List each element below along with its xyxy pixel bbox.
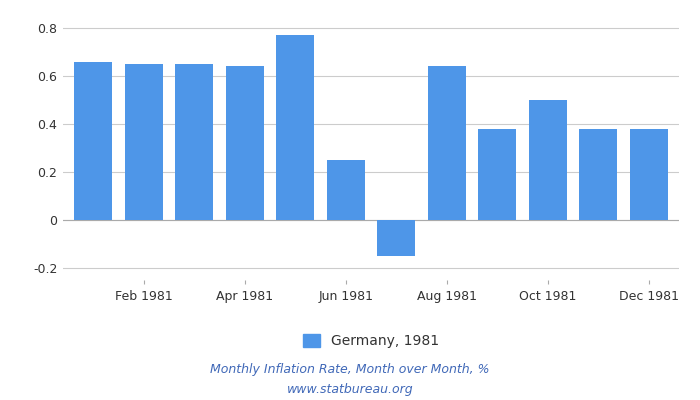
Bar — [630, 129, 668, 220]
Bar — [428, 66, 466, 220]
Bar — [528, 100, 567, 220]
Bar — [74, 62, 112, 220]
Bar — [175, 64, 214, 220]
Bar — [478, 129, 516, 220]
Bar — [276, 35, 314, 220]
Bar — [125, 64, 162, 220]
Text: Monthly Inflation Rate, Month over Month, %: Monthly Inflation Rate, Month over Month… — [210, 364, 490, 376]
Text: www.statbureau.org: www.statbureau.org — [287, 384, 413, 396]
Bar — [226, 66, 264, 220]
Bar — [327, 160, 365, 220]
Legend: Germany, 1981: Germany, 1981 — [303, 334, 439, 348]
Bar — [580, 129, 617, 220]
Bar — [377, 220, 415, 256]
